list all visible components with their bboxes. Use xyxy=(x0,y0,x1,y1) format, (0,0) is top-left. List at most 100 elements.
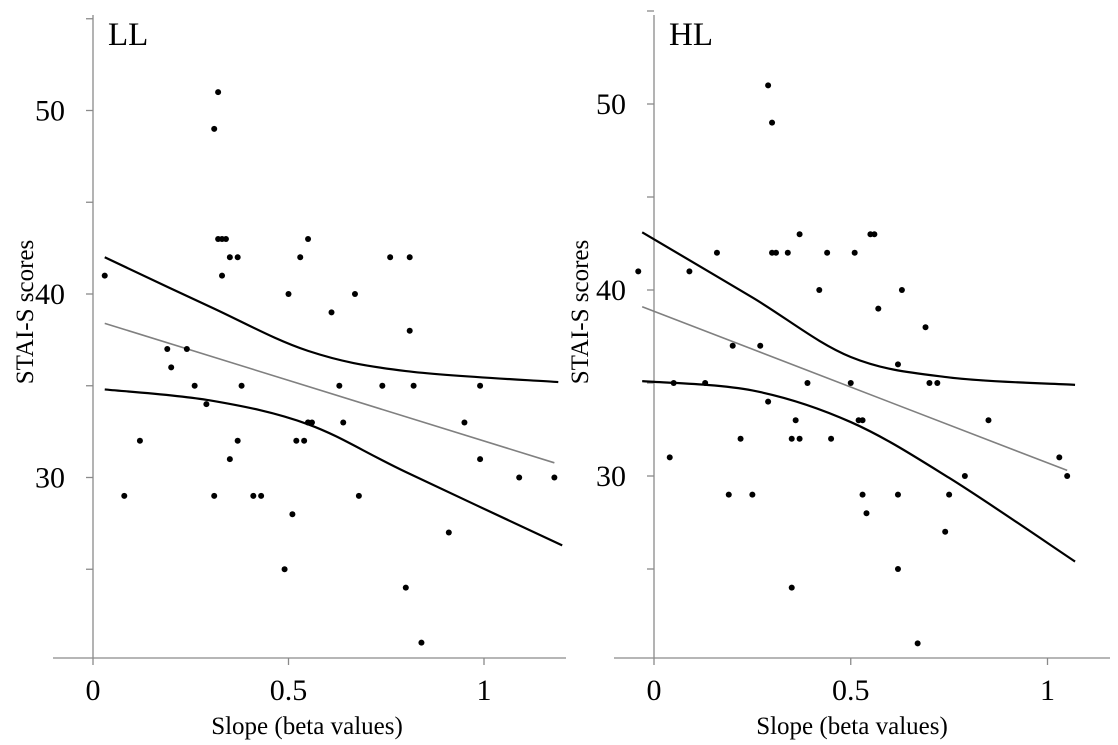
data-point xyxy=(340,419,347,426)
data-point xyxy=(670,380,677,386)
data-point xyxy=(713,249,720,256)
data-point xyxy=(250,492,257,499)
data-point xyxy=(847,380,854,386)
panel-ll: LL STAI-S scores Slope (beta values) 30 4… xyxy=(12,15,566,740)
data-point xyxy=(461,419,468,426)
data-point xyxy=(894,566,901,572)
y-tick-label: 30 xyxy=(596,460,626,493)
data-point xyxy=(336,382,343,389)
data-point xyxy=(796,231,803,238)
data-point xyxy=(211,492,218,499)
y-tick-label: 40 xyxy=(596,274,626,307)
data-point xyxy=(234,437,241,444)
data-point xyxy=(635,268,642,275)
data-point xyxy=(772,249,779,256)
data-point xyxy=(406,327,413,334)
data-point xyxy=(702,380,709,386)
data-point xyxy=(402,584,409,591)
data-point xyxy=(101,272,108,279)
data-point xyxy=(551,474,558,481)
data-point xyxy=(406,254,413,261)
data-point xyxy=(914,640,921,647)
data-point xyxy=(792,417,799,424)
data-point xyxy=(875,305,882,312)
data-point xyxy=(851,249,858,256)
data-point xyxy=(211,125,218,132)
data-point xyxy=(871,231,878,238)
data-point xyxy=(985,417,992,424)
ci-upper-line xyxy=(641,231,1076,386)
data-point xyxy=(516,474,523,481)
data-point xyxy=(351,291,358,297)
data-point xyxy=(226,456,233,463)
data-point xyxy=(164,346,171,353)
data-point xyxy=(121,492,128,499)
data-point xyxy=(922,324,929,331)
data-point xyxy=(293,437,300,444)
data-point xyxy=(305,235,312,242)
data-point xyxy=(898,287,905,293)
data-point xyxy=(686,268,693,275)
data-point xyxy=(894,491,901,498)
ci-lower-line xyxy=(642,380,1076,563)
x-tick-label: 0 xyxy=(86,674,101,707)
panel-hl: HL STAI-S scores Slope (beta values) 30 4… xyxy=(567,10,1110,740)
data-point xyxy=(477,382,484,389)
data-point xyxy=(183,346,190,353)
fit-line xyxy=(641,305,1068,472)
data-point xyxy=(203,401,210,408)
data-point xyxy=(281,566,288,573)
x-axis-title: Slope (beta values) xyxy=(756,713,948,740)
data-point xyxy=(238,382,245,389)
data-point xyxy=(725,491,732,498)
data-point xyxy=(961,473,968,479)
data-point xyxy=(859,491,866,498)
data-point xyxy=(749,491,756,498)
y-axis-title: STAI-S scores xyxy=(12,240,39,385)
data-point xyxy=(355,492,362,499)
data-point xyxy=(222,235,229,242)
data-point xyxy=(765,398,772,405)
data-point xyxy=(946,491,953,498)
data-point xyxy=(788,584,795,591)
data-point xyxy=(328,309,335,316)
x-axis-title: Slope (beta values) xyxy=(211,713,403,740)
data-point xyxy=(301,437,308,444)
data-point xyxy=(136,437,143,444)
data-point xyxy=(410,382,417,389)
data-point xyxy=(816,287,823,293)
panel-title: HL xyxy=(669,17,713,53)
y-tick-label: 50 xyxy=(35,95,65,128)
data-point xyxy=(191,382,198,389)
ci-upper-line xyxy=(104,256,559,384)
data-point xyxy=(168,364,175,371)
data-point xyxy=(445,529,452,536)
data-point xyxy=(859,417,866,424)
data-point xyxy=(219,272,226,279)
data-point xyxy=(804,380,811,386)
data-point xyxy=(765,82,772,89)
data-point xyxy=(926,380,933,386)
data-point xyxy=(863,510,870,517)
data-point xyxy=(934,380,941,386)
data-point xyxy=(418,639,425,646)
x-tick-label: 1 xyxy=(1040,674,1055,707)
data-point xyxy=(477,456,484,463)
y-axis-title: STAI-S scores xyxy=(567,240,594,385)
data-point xyxy=(737,435,744,442)
ci-lower-line xyxy=(104,388,563,547)
data-point xyxy=(784,249,791,256)
data-point xyxy=(1064,473,1071,479)
data-point xyxy=(308,419,315,426)
panel-title: LL xyxy=(108,17,148,53)
data-point xyxy=(894,361,901,368)
x-tick-label: 1 xyxy=(477,674,492,707)
data-point xyxy=(942,528,949,535)
data-point xyxy=(788,435,795,442)
data-point xyxy=(828,435,835,442)
y-tick-label: 30 xyxy=(35,462,65,495)
x-tick-label: 0.5 xyxy=(832,674,870,707)
data-point xyxy=(796,435,803,442)
x-tick-label: 0.5 xyxy=(270,674,308,707)
